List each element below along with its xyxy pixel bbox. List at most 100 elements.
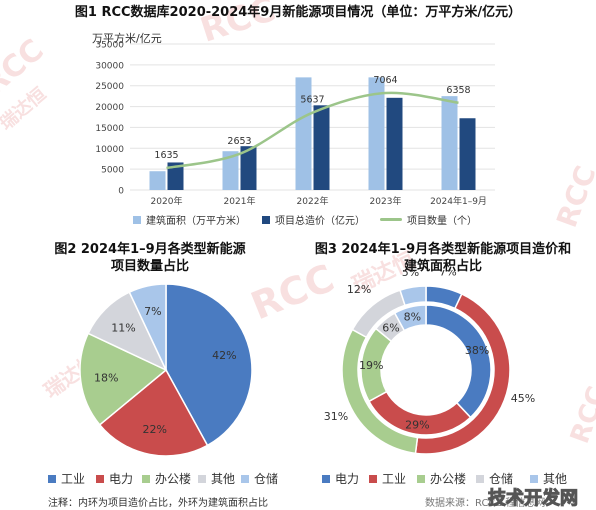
- legend-label: 电力: [335, 472, 360, 486]
- x-tick-label: 2020年: [151, 195, 183, 207]
- x-tick-label: 2023年: [370, 195, 402, 207]
- bar-area: [222, 151, 239, 190]
- inner-ring-slice-label: 6%: [382, 322, 399, 335]
- legend-item: 其他: [198, 470, 235, 487]
- note-right: 数据来源：RCC工程信息网: [425, 498, 546, 509]
- chart1-legend-area: 建筑面积（万平方米）: [133, 212, 246, 227]
- y-tick-label: 15000: [95, 124, 124, 134]
- pie-label: 18%: [94, 372, 118, 385]
- legend-label: 电力: [109, 472, 134, 486]
- bar-cost: [313, 105, 330, 190]
- x-tick-label: 2022年: [297, 195, 329, 207]
- chart3-title-line1: 图3 2024年1–9月各类型新能源项目造价和: [314, 242, 572, 257]
- chart2-title-line2: 项目数量占比: [110, 259, 189, 274]
- y-tick-label: 0: [118, 187, 124, 197]
- legend-item: 仓储: [241, 470, 278, 487]
- chart2-svg: 42% 22% 18% 11% 7%: [79, 283, 253, 457]
- legend-label: 仓储: [254, 472, 279, 486]
- legend-label: 办公楼: [155, 472, 192, 486]
- bar-area: [368, 77, 385, 190]
- chart3-svg: 7% 45% 31% 12% 5% 38% 29% 19% 6% 8%: [324, 270, 535, 455]
- legend-swatch: [369, 474, 377, 483]
- pie-slice: [165, 283, 253, 447]
- legend-label: 建筑面积（万平方米）: [146, 216, 246, 227]
- pie-slice: [128, 283, 167, 371]
- legend-swatch: [241, 474, 249, 483]
- outer-ring-slice-label: 5%: [402, 270, 419, 279]
- legend-swatch: [142, 474, 150, 483]
- legend-swatch: [198, 474, 206, 483]
- legend-item: 其他: [530, 470, 567, 487]
- legend-label: 其他: [543, 472, 568, 486]
- legend-item: 电力: [322, 470, 359, 487]
- inner-ring-slice-label: 38%: [465, 344, 489, 357]
- bar-cost: [386, 97, 403, 190]
- bar-cost: [167, 162, 184, 190]
- inner-ring-slice: [393, 304, 427, 332]
- brand-logo: 技术开发网: [488, 488, 579, 510]
- pie-label: 22%: [142, 423, 166, 436]
- legend-label: 办公楼: [430, 472, 467, 486]
- outer-ring-slice-label: 12%: [347, 283, 371, 296]
- outer-ring-slice-label: 45%: [511, 392, 535, 405]
- y-tick-label: 20000: [95, 103, 124, 113]
- x-tick-label: 2024年1–9月: [430, 195, 487, 207]
- chart1-legend-count: 项目数量（个）: [380, 212, 477, 227]
- chart1-title: 图1 RCC数据库2020-2024年9月新能源项目情况（单位：万平方米/亿元）: [74, 5, 522, 20]
- pie-label: 42%: [212, 349, 236, 362]
- bar-cost: [459, 118, 476, 190]
- legend-label: 项目总造价（亿元）: [275, 216, 365, 227]
- legend-label: 工业: [382, 472, 407, 486]
- pie-label: 7%: [144, 305, 161, 318]
- chart2-title-line1: 图2 2024年1–9月各类型新能源: [54, 242, 246, 257]
- legend-swatch: [96, 474, 104, 483]
- legend-label: 其他: [211, 472, 236, 486]
- y-tick-label: 10000: [95, 145, 124, 155]
- outer-ring-slice-label: 7%: [439, 270, 456, 278]
- inner-ring-slice-label: 29%: [405, 418, 429, 431]
- legend-label: 仓储: [489, 472, 514, 486]
- bar-cost: [240, 146, 257, 190]
- legend-swatch-green-line: [380, 218, 402, 221]
- legend-swatch-dark-blue: [262, 215, 270, 224]
- pie-label: 11%: [111, 321, 135, 334]
- legend-swatch: [322, 474, 330, 483]
- legend-swatch: [530, 474, 538, 483]
- y-tick-label: 25000: [95, 82, 124, 92]
- chart1-legend-cost: 项目总造价（亿元）: [262, 212, 365, 227]
- pie-slice: [98, 368, 209, 457]
- legend-swatch: [476, 474, 484, 483]
- y-tick-label: 5000: [101, 166, 124, 176]
- outer-ring-slice: [399, 285, 427, 307]
- legend-item: 电力: [96, 470, 133, 487]
- y-tick-label: 35000: [95, 41, 124, 51]
- chart1-svg: 0 5000 10000 15000 20000 25000 30000 35000 2020年…: [95, 41, 495, 207]
- legend-item: 办公楼: [417, 470, 466, 487]
- inner-ring-slice-label: 8%: [404, 311, 421, 324]
- data-label: 6358: [446, 85, 470, 96]
- x-tick-label: 2021年: [224, 195, 256, 207]
- bar-area: [149, 171, 166, 190]
- outer-ring-slice-label: 31%: [324, 410, 348, 423]
- legend-item: 仓储: [476, 470, 513, 487]
- legend-item: 办公楼: [142, 470, 191, 487]
- legend-item: 工业: [48, 470, 85, 487]
- chart3-title-line2: 建筑面积占比: [403, 259, 482, 274]
- bar-area: [441, 96, 458, 190]
- legend-label: 工业: [61, 472, 86, 486]
- legend-swatch: [48, 474, 56, 483]
- data-label: 2653: [227, 136, 251, 147]
- chart1-ylabel: 万平方米/亿元: [92, 32, 162, 45]
- data-label: 1635: [154, 150, 178, 161]
- bar-area: [295, 77, 312, 190]
- legend-swatch-light-blue: [133, 215, 141, 224]
- inner-ring-slice-label: 19%: [359, 359, 383, 372]
- y-tick-label: 30000: [95, 61, 124, 71]
- data-label: 5637: [300, 95, 324, 106]
- legend-label: 项目数量（个）: [407, 216, 477, 227]
- pie-slice: [79, 332, 168, 426]
- legend-swatch: [417, 474, 425, 483]
- legend-item: 工业: [369, 470, 406, 487]
- data-label: 7064: [373, 75, 397, 86]
- note-left: 注释：内环为项目造价占比，外环为建筑面积占比: [48, 498, 268, 509]
